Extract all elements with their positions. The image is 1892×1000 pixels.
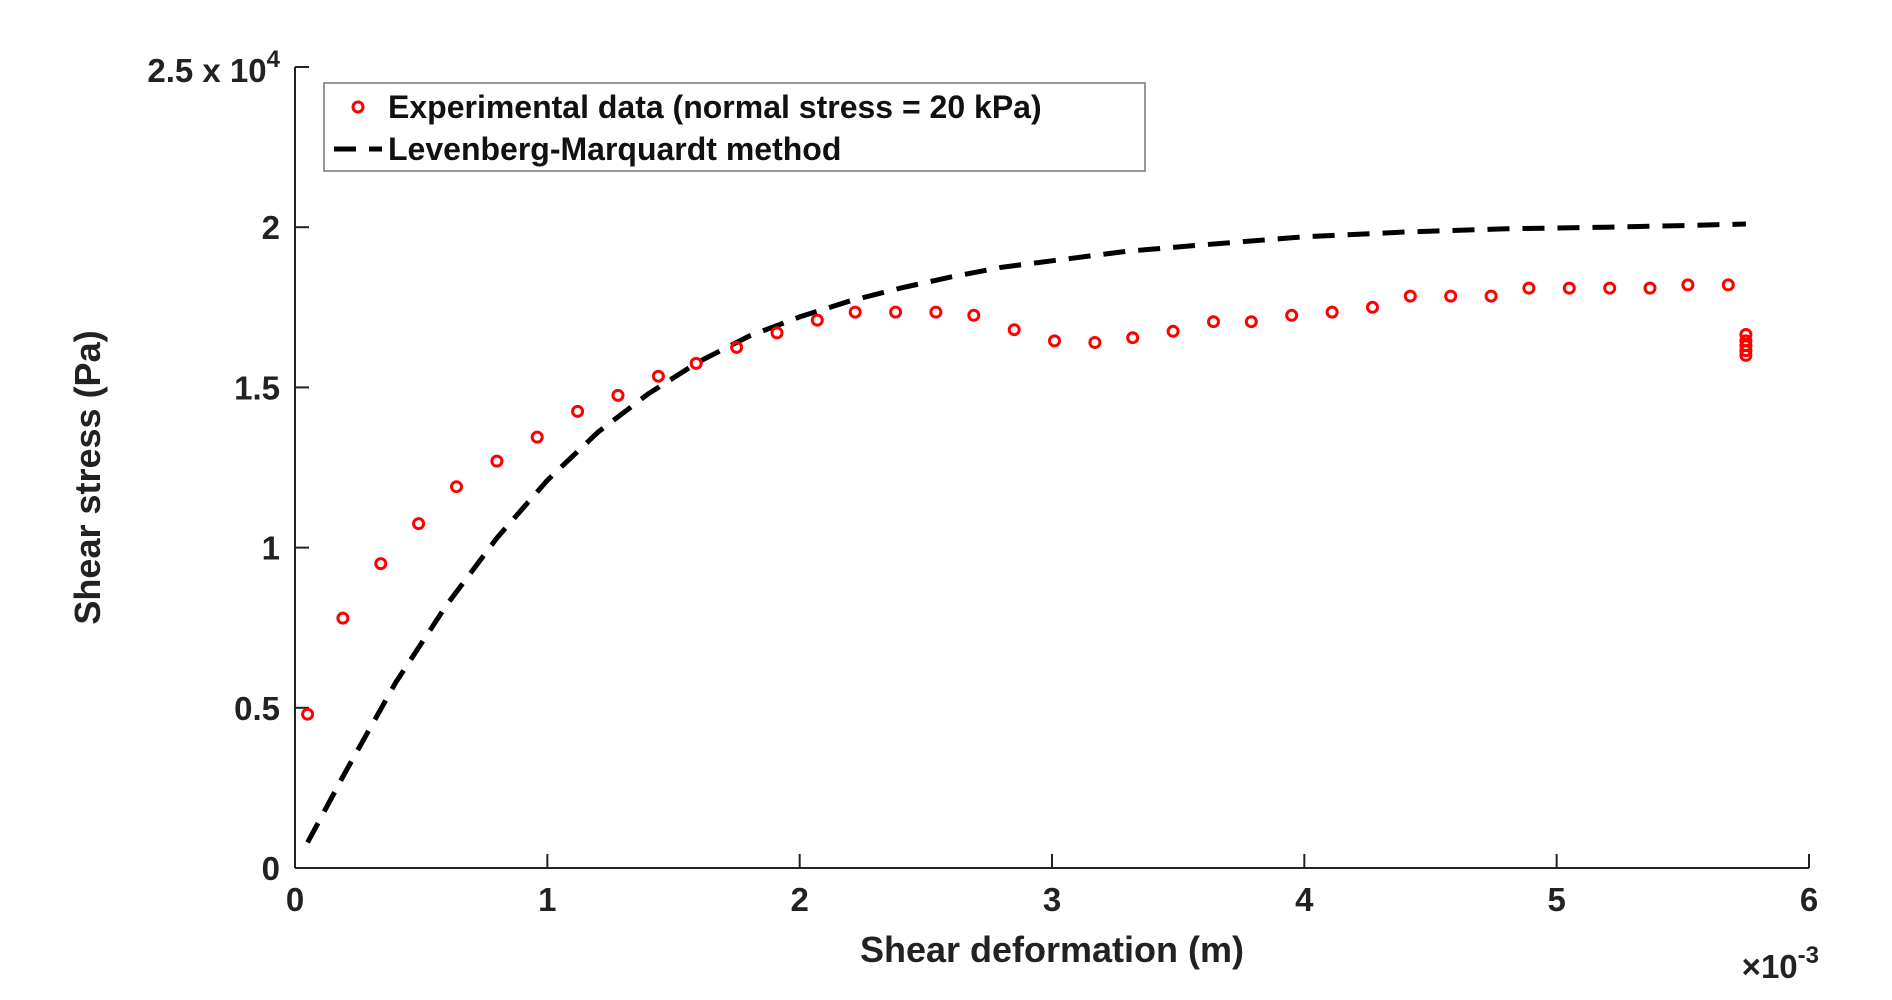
experimental-point (1366, 300, 1379, 314)
experimental-point (1681, 278, 1695, 292)
x-tick-label: 0 (286, 881, 304, 918)
y-multiplier-exponent: 4 (267, 46, 281, 73)
experimental-point (412, 517, 426, 531)
x-multiplier-exponent: -3 (1798, 942, 1819, 969)
fit-series-line (305, 221, 1746, 844)
experimental-point (1562, 281, 1576, 295)
x-multiplier-base: ×10 (1742, 948, 1798, 985)
experimental-point (1007, 323, 1021, 337)
experimental-point (848, 305, 862, 319)
legend: Experimental data (normal stress = 20 kP… (323, 82, 1146, 172)
experimental-point (490, 454, 504, 468)
experimental-point (611, 388, 625, 402)
experimental-point (336, 611, 350, 625)
experimental-point (1522, 281, 1536, 295)
y-tick-label: 0 (262, 850, 280, 887)
experimental-point (301, 707, 315, 721)
experimental-point (530, 430, 544, 444)
experimental-point (770, 326, 784, 340)
y-tick-label: 1 (262, 530, 280, 567)
experimental-point (1126, 331, 1140, 345)
y-tick-label: 2 (262, 209, 280, 246)
experimental-point (450, 480, 463, 494)
experimental-point (1484, 289, 1498, 303)
experimental-point (1403, 289, 1417, 303)
x-tick-label: 5 (1547, 881, 1565, 918)
experimental-point (1207, 315, 1220, 329)
experimental-point (730, 340, 744, 354)
experimental-point (1088, 336, 1102, 349)
experimental-point (1285, 308, 1299, 322)
x-tick-label: 3 (1043, 881, 1061, 918)
x-tick-label: 2 (790, 881, 808, 918)
experimental-point (1048, 334, 1061, 348)
experimental-point (1166, 324, 1180, 338)
legend-marker-experimental (351, 100, 365, 114)
experimental-point (1739, 348, 1753, 362)
legend-label-experimental: Experimental data (normal stress = 20 kP… (388, 89, 1042, 125)
y-axis-title: Shear stress (Pa) (67, 330, 108, 624)
experimental-point (1603, 281, 1617, 295)
experimental-point (1721, 278, 1735, 292)
y-multiplier-label: 2.5 x 104 (147, 46, 280, 89)
experimental-point (929, 305, 943, 319)
x-tick-label: 6 (1800, 881, 1818, 918)
experimental-point (889, 305, 903, 319)
experimental-point (1325, 305, 1339, 319)
legend-label-fit: Levenberg-Marquardt method (388, 131, 841, 167)
experimental-point (1444, 289, 1458, 303)
experimental-point (374, 557, 388, 571)
data-marks (301, 221, 1753, 844)
x-multiplier-label: ×10-3 (1742, 942, 1819, 985)
experimental-point (967, 308, 981, 322)
y-tick-label: 0.5 (234, 690, 280, 727)
experimental-point (1643, 281, 1657, 295)
x-tick-label: 1 (538, 881, 556, 918)
legend-box (323, 82, 1146, 172)
experimental-point (689, 356, 703, 370)
y-multiplier-base: 2.5 x 10 (147, 52, 266, 89)
experimental-point (571, 404, 585, 418)
x-axis-title: Shear deformation (m) (860, 929, 1244, 970)
experimental-point (651, 369, 665, 383)
x-tick-label: 4 (1295, 881, 1314, 918)
y-tick-label: 1.5 (234, 369, 280, 406)
experimental-point (810, 313, 824, 327)
experimental-point (1244, 315, 1258, 329)
experimental-point (1739, 344, 1753, 358)
